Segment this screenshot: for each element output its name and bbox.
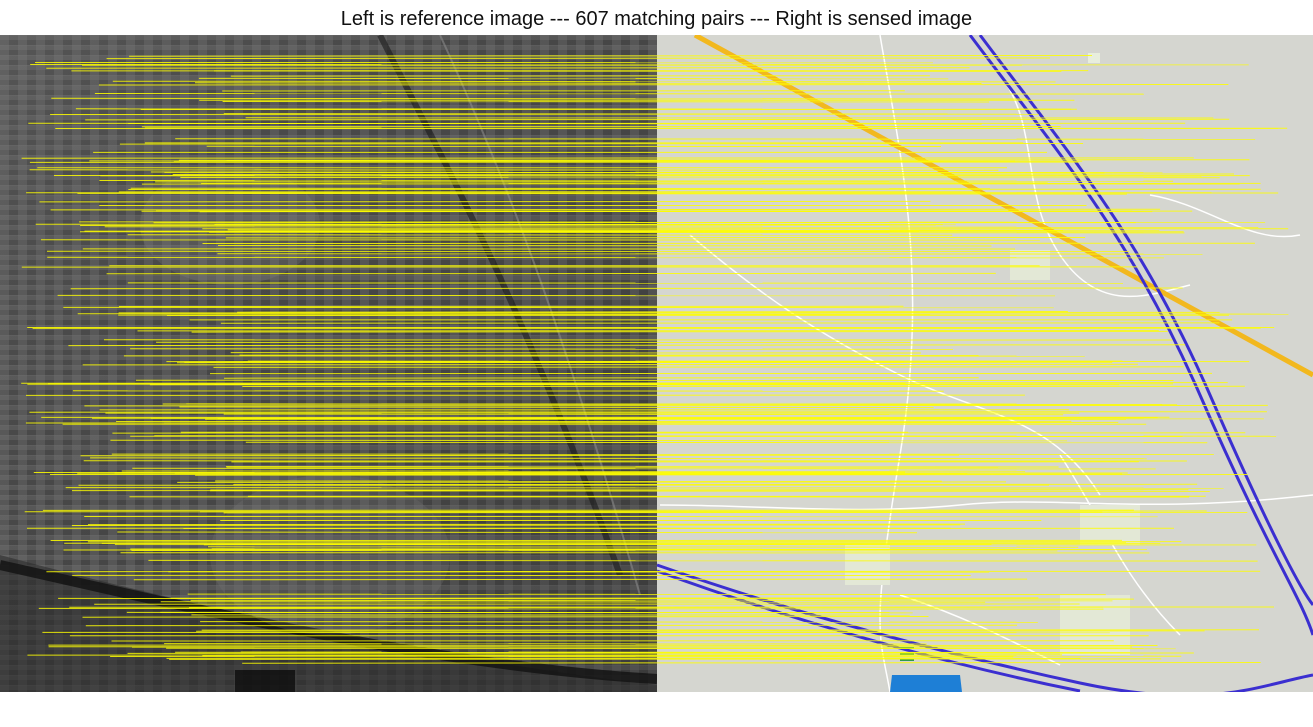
match-line — [188, 606, 1104, 609]
match-line — [223, 113, 1039, 115]
match-line — [118, 313, 931, 316]
reference-image — [0, 35, 658, 692]
match-line — [178, 159, 1250, 161]
match-line — [53, 175, 1202, 177]
match-line — [119, 143, 1084, 145]
match-line — [87, 523, 966, 526]
match-line — [65, 487, 1224, 489]
match-line — [129, 55, 1093, 57]
match-line — [242, 662, 1261, 664]
match-line — [70, 287, 1183, 290]
match-line — [217, 245, 992, 247]
match-line — [104, 226, 1259, 228]
match-line — [175, 138, 1256, 140]
match-line — [224, 377, 979, 379]
match-line — [106, 57, 1051, 60]
match-line — [162, 403, 1178, 406]
match-line — [223, 511, 1103, 514]
image-pair-canvas — [0, 35, 1313, 692]
match-line — [150, 417, 1158, 419]
match-line — [33, 472, 1128, 474]
match-line — [85, 118, 1230, 121]
match-line — [112, 80, 1056, 83]
match-line — [209, 231, 1185, 234]
match-line — [28, 122, 982, 125]
match-line — [179, 406, 934, 409]
match-line — [148, 559, 1258, 562]
match-line — [90, 457, 1147, 460]
match-line — [172, 173, 1235, 175]
match-line — [141, 182, 1261, 185]
match-line — [77, 192, 1127, 195]
match-line — [187, 593, 1106, 596]
matching-lines — [21, 55, 1289, 664]
match-line — [117, 531, 918, 534]
match-line — [85, 624, 1018, 627]
match-line — [213, 366, 1184, 368]
match-line — [133, 578, 1028, 581]
match-line — [51, 97, 1028, 100]
match-line — [127, 234, 953, 236]
match-line — [227, 229, 1160, 231]
match-line — [110, 439, 1068, 442]
match-line — [240, 651, 1131, 654]
match-line — [222, 101, 990, 103]
match-line — [202, 655, 1182, 657]
match-line — [50, 208, 1161, 211]
match-line — [169, 658, 1162, 660]
match-line — [132, 467, 1156, 470]
match-line — [84, 230, 1063, 232]
match-line — [199, 510, 1207, 513]
match-line — [114, 543, 1257, 546]
sensed-image — [656, 35, 1313, 692]
match-line — [177, 481, 1007, 483]
match-line — [200, 621, 1038, 623]
match-line — [84, 404, 1268, 407]
match-line — [247, 360, 1250, 363]
match-line — [176, 361, 1113, 364]
match-line — [82, 616, 929, 618]
match-line — [82, 363, 1138, 366]
match-line — [195, 474, 1248, 476]
match-line — [191, 330, 1168, 333]
match-line — [160, 601, 986, 603]
match-line — [98, 84, 1229, 86]
match-line — [79, 230, 920, 233]
match-line — [58, 597, 1134, 600]
match-line — [29, 411, 1267, 413]
match-line — [99, 180, 1174, 182]
match-line — [71, 524, 961, 526]
match-line — [47, 256, 1164, 259]
match-line — [130, 187, 991, 190]
match-line — [80, 454, 960, 457]
match-line — [38, 607, 1104, 610]
match-line — [21, 382, 1228, 384]
match-line — [46, 67, 970, 69]
match-line — [94, 93, 1144, 95]
match-line — [47, 382, 906, 385]
match-line — [39, 200, 931, 203]
match-line — [223, 413, 1064, 416]
match-line — [237, 311, 1068, 313]
match-line — [130, 348, 954, 350]
match-line — [194, 82, 982, 84]
figure-title: Left is reference image --- 607 matching… — [340, 8, 973, 30]
match-line — [118, 311, 1220, 314]
match-line — [211, 548, 1147, 550]
match-line — [68, 344, 1186, 347]
